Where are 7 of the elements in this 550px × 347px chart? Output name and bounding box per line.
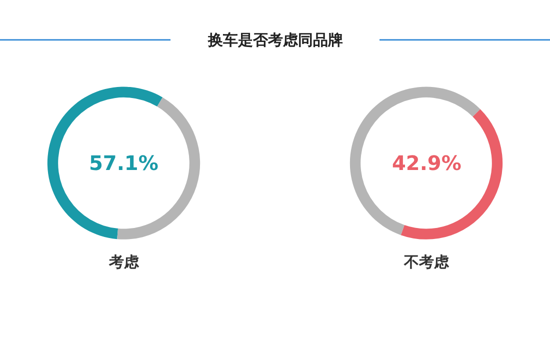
slice-label: 不考虑 <box>403 253 450 271</box>
text: 换车是否考虑同品牌 <box>207 31 343 49</box>
donut-slice <box>350 86 480 236</box>
data-label: 42.9% <box>392 151 462 175</box>
data-label: 57.1% <box>89 151 158 175</box>
slice-label: 考虑 <box>108 253 140 271</box>
donut-slice <box>48 86 163 240</box>
